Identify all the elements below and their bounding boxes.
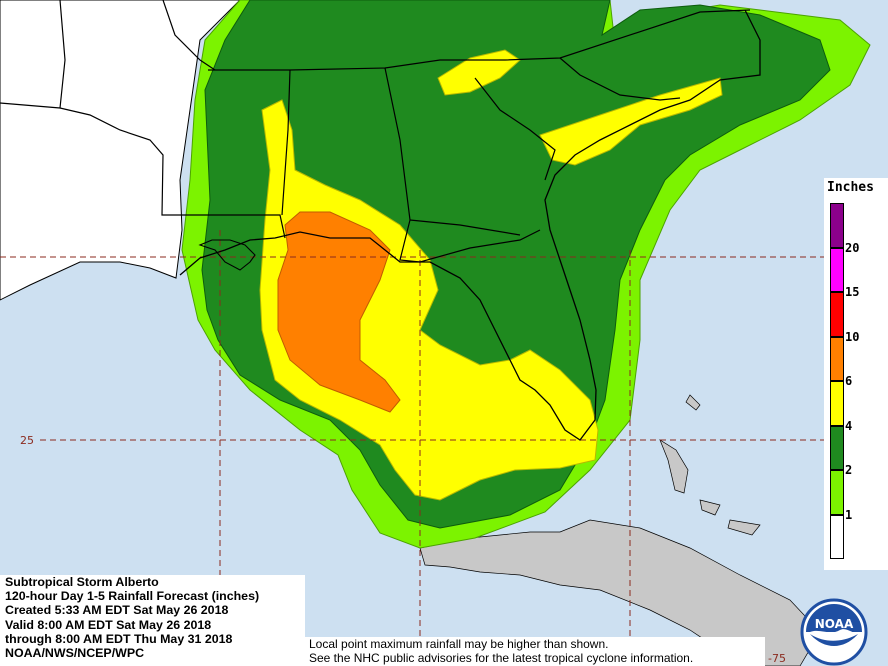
state-border-lines — [0, 102, 286, 239]
land-west — [0, 0, 241, 301]
disclaimer-line-2: See the NHC public advisories for the la… — [309, 651, 694, 665]
latitude-label: 25 — [20, 434, 34, 447]
legend-tick-label: 4 — [845, 418, 853, 433]
state-border-lines-3 — [281, 69, 291, 216]
legend-swatch — [830, 336, 844, 381]
legend-title: Inches — [827, 180, 874, 195]
legend-swatch — [830, 247, 844, 292]
agency-credit: NOAA/NWS/NCEP/WPC — [5, 646, 145, 661]
state-border-lines-8 — [162, 0, 216, 71]
mississippi-delta — [198, 239, 256, 271]
disclaimer-box: Local point maximum rainfall may be high… — [305, 637, 765, 666]
legend-swatch — [830, 425, 844, 470]
created-time: Created 5:33 AM EDT Sat May 26 2018 — [5, 603, 229, 618]
rain-contour-6in — [277, 211, 401, 413]
product-name: 120-hour Day 1-5 Rainfall Forecast (inch… — [5, 589, 260, 604]
state-border-lines-5 — [409, 219, 521, 236]
legend-tick-label: 20 — [845, 240, 860, 255]
forecast-info-box: Subtropical Storm Alberto 120-hour Day 1… — [0, 575, 305, 666]
state-border-lines-6 — [474, 77, 556, 181]
state-border-lines-7 — [559, 57, 681, 101]
through-time: through 8:00 AM EDT Thu May 31 2018 — [5, 631, 233, 646]
rain-contour-4in — [259, 99, 599, 501]
legend-swatch — [830, 470, 844, 515]
legend-tick-label: 2 — [845, 463, 853, 477]
legend-swatch — [830, 514, 844, 559]
storm-name: Subtropical Storm Alberto — [5, 575, 159, 589]
legend-swatch — [830, 381, 844, 426]
disclaimer-line-1: Local point maximum rainfall may be high… — [309, 637, 609, 651]
legend-tick-label: 15 — [845, 285, 860, 299]
state-boundaries — [0, 0, 751, 263]
state-border-lines-4 — [384, 67, 541, 263]
gulf-coastline — [179, 9, 761, 441]
noaa-logo: NOAA — [800, 598, 868, 666]
legend-tick-label: 6 — [845, 374, 853, 388]
rainfall-legend: Inches 1 2 4 6 10 15 20 — [824, 178, 888, 570]
state-border-lines-9 — [59, 0, 66, 109]
valid-time: Valid 8:00 AM EDT Sat May 26 2018 — [5, 617, 212, 632]
rain-contour-4in-georgia — [437, 49, 521, 96]
legend-tick-label: 10 — [845, 329, 860, 344]
noaa-bird-icon — [810, 634, 858, 646]
cuba — [419, 519, 821, 666]
longitude-label: -75 — [768, 652, 786, 665]
bahamas — [659, 394, 761, 536]
noaa-logo-text: NOAA — [815, 617, 854, 631]
state-border-lines-2 — [208, 9, 751, 71]
legend-swatch — [830, 203, 844, 248]
legend-swatch — [830, 292, 844, 337]
legend-tick-label: 1 — [845, 507, 853, 522]
